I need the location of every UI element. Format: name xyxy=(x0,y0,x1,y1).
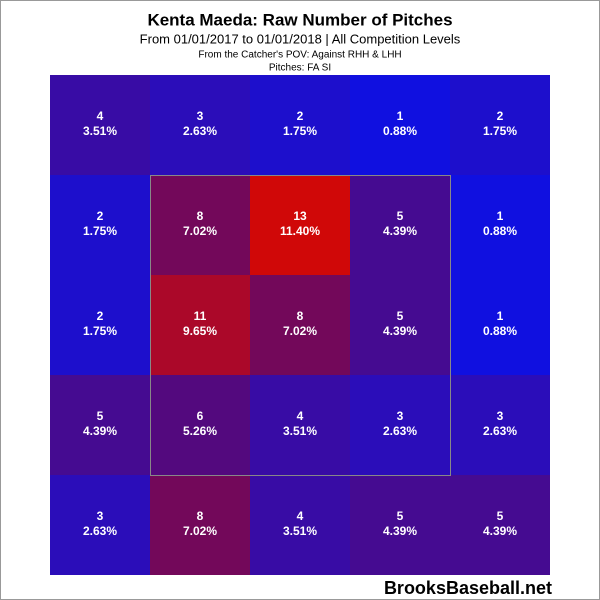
heat-cell xyxy=(350,475,450,575)
cell-percent: 0.88% xyxy=(383,124,417,138)
cell-count: 2 xyxy=(97,309,104,323)
heat-cell xyxy=(250,375,350,475)
cell-percent: 2.63% xyxy=(83,524,117,538)
cell-percent: 0.88% xyxy=(483,224,517,238)
cell-count: 8 xyxy=(297,309,304,323)
heat-cell xyxy=(150,275,250,375)
heat-cell xyxy=(150,375,250,475)
cell-percent: 9.65% xyxy=(183,324,217,338)
cell-percent: 1.75% xyxy=(83,224,117,238)
strike-zone xyxy=(150,175,451,476)
heat-cell xyxy=(50,275,150,375)
cell-count: 13 xyxy=(293,209,307,223)
heat-cell xyxy=(150,75,250,175)
heatmap-grid: 43.51%32.63%21.75%10.88%21.75%21.75%87.0… xyxy=(50,75,550,575)
cell-percent: 4.39% xyxy=(83,424,117,438)
cell-percent: 7.02% xyxy=(283,324,317,338)
heat-cell xyxy=(250,75,350,175)
cell-percent: 0.88% xyxy=(483,324,517,338)
source-label: BrooksBaseball.net xyxy=(384,578,552,598)
cell-count: 5 xyxy=(497,509,504,523)
heat-cell xyxy=(350,375,450,475)
cell-percent: 7.02% xyxy=(183,224,217,238)
cell-percent: 2.63% xyxy=(183,124,217,138)
cell-count: 4 xyxy=(297,509,304,523)
cell-count: 1 xyxy=(497,209,504,223)
chart-title: Kenta Maeda: Raw Number of Pitches xyxy=(147,10,452,29)
cell-count: 8 xyxy=(197,209,204,223)
heat-cell xyxy=(450,275,550,375)
cell-count: 2 xyxy=(297,109,304,123)
heat-cell xyxy=(50,75,150,175)
cell-count: 2 xyxy=(497,109,504,123)
heat-cell xyxy=(250,475,350,575)
heat-cell xyxy=(350,175,450,275)
heat-cell xyxy=(250,175,350,275)
heat-cell xyxy=(50,375,150,475)
cell-count: 5 xyxy=(397,209,404,223)
cell-count: 1 xyxy=(397,109,404,123)
heat-cell xyxy=(250,275,350,375)
cell-percent: 1.75% xyxy=(83,324,117,338)
cell-percent: 1.75% xyxy=(483,124,517,138)
cell-percent: 3.51% xyxy=(283,424,317,438)
cell-percent: 2.63% xyxy=(383,424,417,438)
heat-cell xyxy=(150,175,250,275)
view-note: From the Catcher's POV: Against RHH & LH… xyxy=(198,50,401,61)
cell-count: 4 xyxy=(297,409,304,423)
cell-count: 11 xyxy=(194,309,207,323)
cell-count: 3 xyxy=(97,509,104,523)
cell-count: 5 xyxy=(397,309,404,323)
cell-count: 3 xyxy=(197,109,204,123)
cell-percent: 3.51% xyxy=(283,524,317,538)
cell-percent: 4.39% xyxy=(383,524,417,538)
cell-percent: 11.40% xyxy=(280,224,320,238)
cell-count: 6 xyxy=(197,409,204,423)
cell-percent: 4.39% xyxy=(383,224,417,238)
cell-count: 2 xyxy=(97,209,104,223)
cell-percent: 1.75% xyxy=(283,124,317,138)
pitches-note: Pitches: FA SI xyxy=(269,63,331,74)
heat-cell xyxy=(450,175,550,275)
cell-percent: 3.51% xyxy=(83,124,117,138)
chart-subtitle: From 01/01/2017 to 01/01/2018 | All Comp… xyxy=(140,31,461,46)
heat-cell xyxy=(450,75,550,175)
cell-count: 5 xyxy=(397,509,404,523)
heat-cell xyxy=(150,475,250,575)
cell-percent: 5.26% xyxy=(183,424,217,438)
cell-percent: 4.39% xyxy=(383,324,417,338)
heat-cell xyxy=(50,475,150,575)
heat-cell xyxy=(450,475,550,575)
cell-count: 8 xyxy=(197,509,204,523)
heat-cell xyxy=(350,275,450,375)
cell-percent: 7.02% xyxy=(183,524,217,538)
cell-percent: 2.63% xyxy=(483,424,517,438)
heat-cell xyxy=(450,375,550,475)
heat-cell xyxy=(50,175,150,275)
cell-count: 4 xyxy=(97,109,104,123)
cell-count: 1 xyxy=(497,309,504,323)
cell-count: 3 xyxy=(497,409,504,423)
cell-percent: 4.39% xyxy=(483,524,517,538)
cell-count: 5 xyxy=(97,409,104,423)
cell-count: 3 xyxy=(397,409,404,423)
heat-cell xyxy=(350,75,450,175)
